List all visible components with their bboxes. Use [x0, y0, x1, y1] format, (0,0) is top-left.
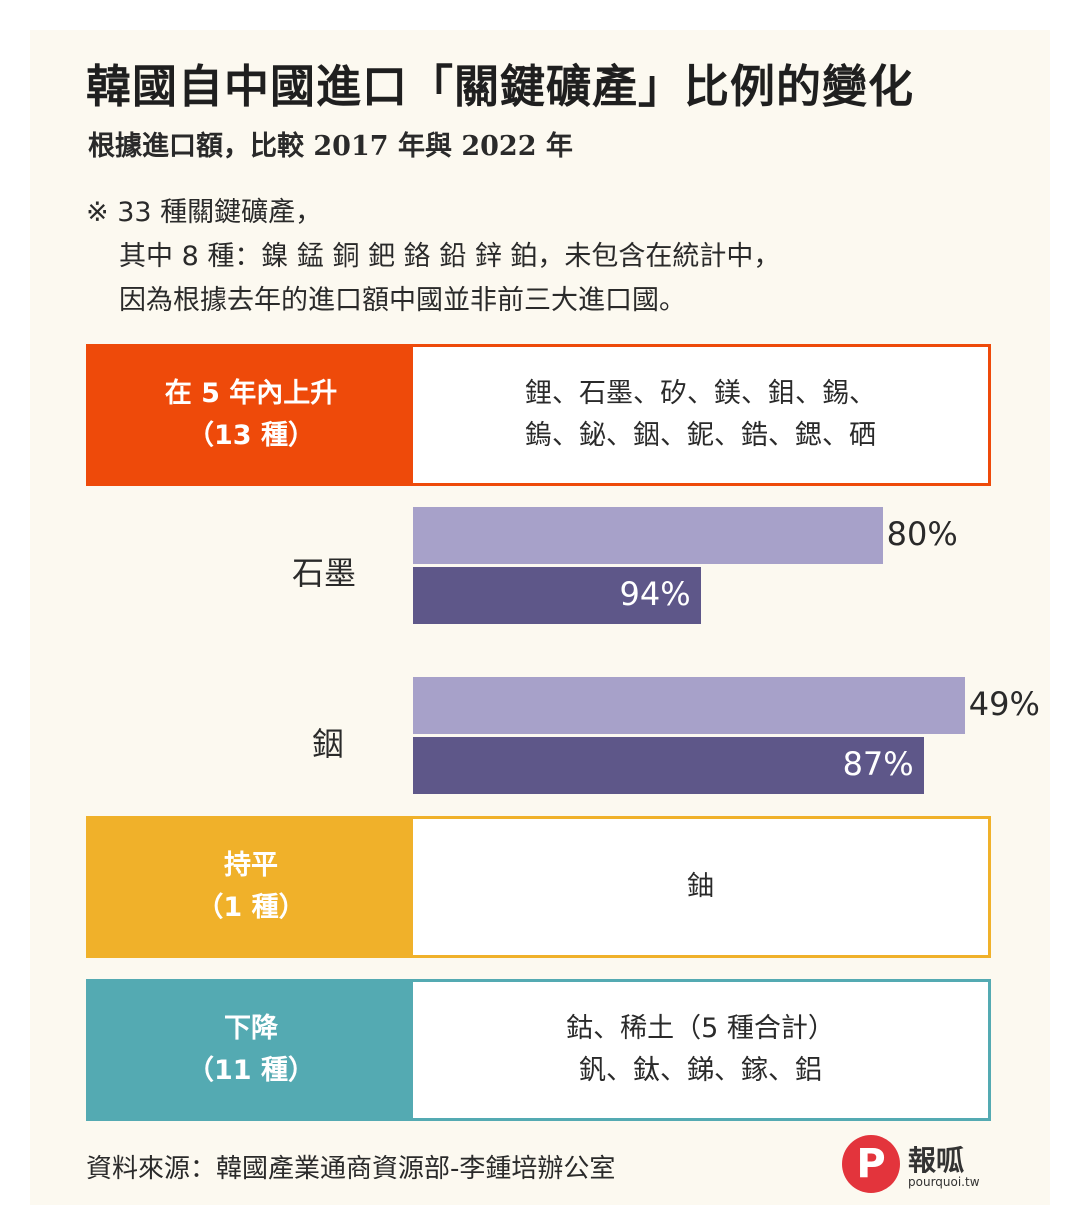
bar — [413, 507, 883, 564]
category-rise-list: 鋰、石墨、矽、鎂、鉬、錫、 鎢、鉍、銦、鈮、鋯、鍶、硒 — [413, 347, 988, 483]
category-flat-header: 持平 （1 種） — [89, 819, 413, 955]
note-line-3: 因為根據去年的進口額中國並非前三大進口國。 — [119, 285, 686, 316]
pourquoi-logo[interactable]: P 報呱 pourquoi.tw — [842, 1135, 992, 1197]
page-subtitle: 根據進口額，比較 2017 年與 2022 年 — [88, 131, 573, 162]
bar — [413, 567, 701, 624]
page-title: 韓國自中國進口「關鍵礦產」比例的變化 — [86, 60, 915, 113]
category-flat-items-line-1: 鈾 — [687, 871, 714, 902]
category-fall-list: 鈷、稀土（5 種合計） 釩、鈦、銻、鎵、鋁 — [413, 982, 988, 1118]
category-flat-list: 鈾 — [413, 819, 988, 955]
bar — [413, 737, 924, 794]
category-flat-label: 持平 — [224, 850, 278, 881]
data-label: 87% — [842, 745, 914, 783]
category-rise-count: （13 種） — [187, 420, 315, 451]
category-rise-header: 在 5 年內上升 （13 種） — [89, 347, 413, 483]
bar — [413, 677, 965, 734]
category-label: 銦 — [312, 725, 345, 763]
category-rise-items-line-2: 鎢、鉍、銦、鈮、鋯、鍶、硒 — [525, 420, 876, 451]
data-label: 94% — [619, 575, 691, 613]
category-fall-label: 下降 — [224, 1013, 278, 1044]
category-fall-items-line-1: 鈷、稀土（5 種合計） — [566, 1013, 835, 1044]
logo-name: 報呱 — [908, 1144, 965, 1177]
category-flat-count: （1 種） — [196, 892, 306, 923]
category-rise-items-line-1: 鋰、石墨、矽、鎂、鉬、錫、 — [525, 378, 876, 409]
source-note: 資料來源：韓國產業通商資源部-李鍾培辦公室 — [86, 1154, 616, 1184]
category-fall-items-line-2: 釩、鈦、銻、鎵、鋁 — [579, 1055, 822, 1086]
data-label: 80% — [886, 515, 958, 553]
logo-mark-icon: P — [842, 1135, 900, 1193]
category-rise: 在 5 年內上升 （13 種） 鋰、石墨、矽、鎂、鉬、錫、 鎢、鉍、銦、鈮、鋯、… — [86, 344, 991, 486]
category-fall-header: 下降 （11 種） — [89, 982, 413, 1118]
note-line-2: 其中 8 種：鎳 錳 銅 鈀 鉻 鉛 鋅 鉑，未包含在統計中， — [119, 241, 781, 272]
category-fall-count: （11 種） — [187, 1055, 315, 1086]
category-fall: 下降 （11 種） 鈷、稀土（5 種合計） 釩、鈦、銻、鎵、鋁 — [86, 979, 991, 1121]
logo-url: pourquoi.tw — [908, 1175, 980, 1189]
category-flat: 持平 （1 種） 鈾 — [86, 816, 991, 958]
data-label: 49% — [968, 685, 1040, 723]
note-line-1: ※ 33 種關鍵礦產， — [86, 197, 323, 228]
category-rise-label: 在 5 年內上升 — [164, 378, 338, 409]
category-label: 石墨 — [292, 554, 357, 592]
